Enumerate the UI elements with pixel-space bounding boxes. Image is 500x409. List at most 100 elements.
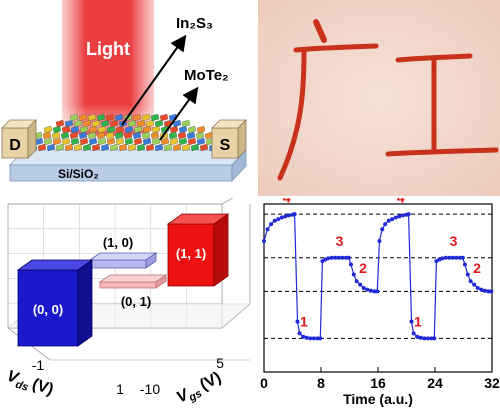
trace-point bbox=[479, 287, 484, 292]
layer-flake bbox=[132, 113, 142, 122]
layer-flake bbox=[154, 143, 164, 152]
layer-flake bbox=[88, 137, 98, 146]
level-label-2: 2 bbox=[359, 260, 367, 276]
trace-point bbox=[377, 238, 382, 243]
trace-point bbox=[383, 222, 388, 227]
trace-point bbox=[489, 289, 494, 294]
layer-flake bbox=[177, 131, 187, 140]
trace-point bbox=[279, 215, 284, 220]
layer-flake bbox=[172, 143, 182, 152]
layer-flake bbox=[187, 125, 197, 134]
layer-flake bbox=[150, 131, 160, 140]
trace-point bbox=[415, 334, 420, 339]
state-label-1-0: (1, 0) bbox=[103, 235, 133, 250]
trace-point bbox=[375, 289, 380, 294]
trace-point bbox=[283, 214, 288, 219]
layer-flake bbox=[199, 143, 209, 152]
trace-point bbox=[297, 331, 302, 336]
character-gong bbox=[385, 53, 499, 157]
trace-point bbox=[380, 227, 385, 232]
layer-flake bbox=[42, 131, 52, 140]
tick-gs-5: 5 bbox=[216, 355, 224, 371]
layer-flake bbox=[64, 119, 74, 128]
layer-flake bbox=[159, 113, 169, 122]
layer-flake bbox=[196, 137, 206, 146]
layer-flake bbox=[133, 137, 143, 146]
trace-point bbox=[411, 331, 416, 336]
layer-flake bbox=[43, 125, 53, 134]
state-bar-1-0 bbox=[88, 252, 158, 269]
state-bar-1-1 bbox=[166, 213, 230, 287]
trace-point bbox=[447, 255, 452, 260]
trace-point bbox=[409, 319, 414, 324]
layer-flake bbox=[150, 113, 160, 122]
substrate bbox=[9, 148, 247, 183]
layer-flake bbox=[55, 119, 65, 128]
trace-point bbox=[348, 262, 353, 267]
trace-point bbox=[308, 336, 313, 341]
trace-point bbox=[286, 213, 291, 218]
trace-point bbox=[393, 215, 398, 220]
layer-flake bbox=[73, 119, 83, 128]
layer-flake bbox=[178, 137, 188, 146]
trace-point bbox=[301, 334, 306, 339]
trace-point bbox=[468, 279, 473, 284]
layer-flake bbox=[82, 143, 92, 152]
in2s3-label: In₂S₃ bbox=[176, 15, 213, 32]
level-label-3: 3 bbox=[336, 233, 344, 249]
mote2-label: MoTe₂ bbox=[184, 67, 229, 84]
layer-flake bbox=[141, 131, 151, 140]
mote2-arrow bbox=[159, 86, 199, 141]
layer-flake bbox=[124, 137, 134, 146]
layer-flake bbox=[151, 137, 161, 146]
layer-flake bbox=[181, 119, 191, 128]
trace-point bbox=[276, 217, 281, 222]
trace-point bbox=[432, 336, 437, 341]
character-image: 广工 bbox=[258, 0, 500, 196]
trace-point bbox=[295, 319, 300, 324]
layer-flake bbox=[64, 143, 74, 152]
layer-flake bbox=[127, 119, 137, 128]
tick-gs-neg10: -10 bbox=[140, 381, 160, 397]
trace-point bbox=[465, 272, 470, 277]
state-bar-0-0 bbox=[16, 259, 94, 347]
tick-ds-neg1: -1 bbox=[32, 357, 45, 373]
layer-flake bbox=[195, 131, 205, 140]
trace-point bbox=[368, 288, 373, 293]
layer-flake bbox=[61, 137, 71, 146]
x-axis-ticks: 0 8 16 24 32 bbox=[260, 367, 500, 391]
layer-flake bbox=[79, 137, 89, 146]
svg-text:Vgs(V): Vgs(V) bbox=[174, 369, 226, 409]
trace-point bbox=[457, 255, 462, 260]
layer-flake bbox=[123, 131, 133, 140]
trace-point bbox=[365, 287, 370, 292]
layer-flake bbox=[172, 119, 182, 128]
layer-flake bbox=[105, 131, 115, 140]
device-schematic-panel: Light Si/SiO₂ D S In₂S₃ MoTe₂ bbox=[0, 0, 252, 196]
layer-flake bbox=[127, 143, 137, 152]
layer-flake bbox=[160, 137, 170, 146]
level-labels: 43214321 bbox=[283, 198, 481, 330]
trace-point bbox=[418, 335, 423, 340]
layer-flake bbox=[190, 143, 200, 152]
trace-point bbox=[326, 256, 331, 261]
layer-flake bbox=[118, 143, 128, 152]
trace-point bbox=[390, 217, 395, 222]
layer-flake bbox=[187, 137, 197, 146]
layer-flake bbox=[46, 143, 56, 152]
trace-points bbox=[262, 212, 494, 341]
tick-ds-1: 1 bbox=[116, 381, 124, 397]
character-image-panel: 广工 bbox=[258, 0, 500, 196]
level-label-1: 1 bbox=[414, 314, 422, 330]
layer-flake bbox=[91, 119, 101, 128]
logic-states-3d-panel: (1, 1) (1, 0) (0, 1) (0, 0) -1 1 -10 5 bbox=[0, 198, 252, 409]
level-label-4: 4 bbox=[283, 198, 291, 205]
drain-electrode bbox=[1, 119, 37, 159]
trace-point bbox=[460, 255, 465, 260]
device-schematic: Light Si/SiO₂ D S In₂S₃ MoTe₂ bbox=[1, 0, 247, 183]
trace-point bbox=[354, 279, 359, 284]
trace-point bbox=[472, 282, 477, 287]
layer-flake bbox=[136, 119, 146, 128]
trace-point bbox=[486, 289, 491, 294]
